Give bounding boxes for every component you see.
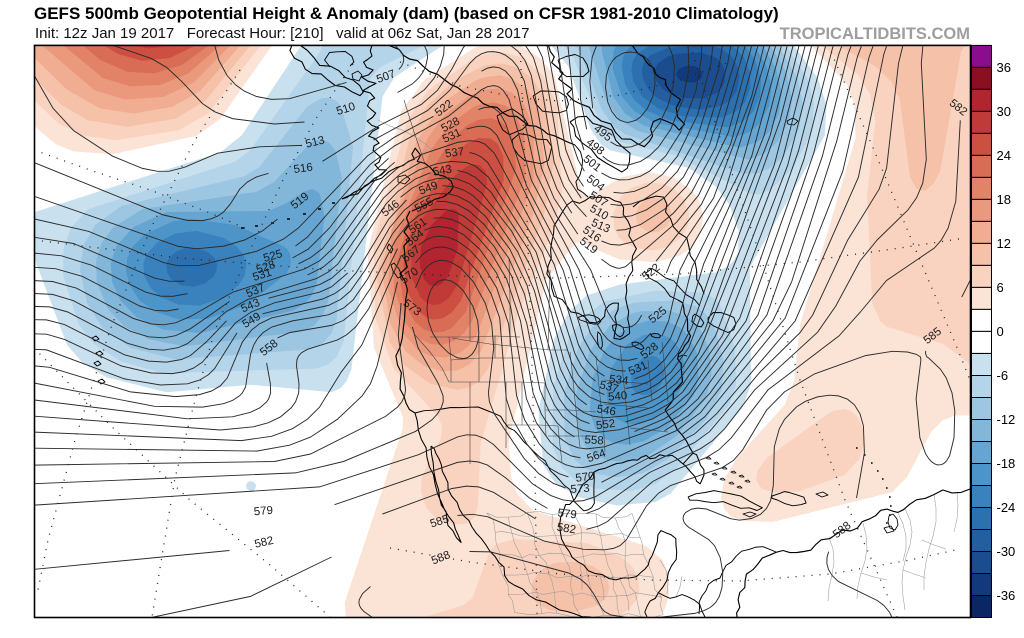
svg-text:585: 585 — [429, 513, 451, 530]
svg-text:-6: -6 — [997, 368, 1009, 383]
svg-text:573: 573 — [570, 483, 590, 496]
svg-text:-36: -36 — [997, 588, 1016, 603]
svg-text:582: 582 — [556, 522, 577, 537]
svg-text:516: 516 — [293, 162, 314, 177]
svg-text:6: 6 — [997, 280, 1004, 295]
svg-text:-18: -18 — [997, 456, 1016, 471]
svg-text:30: 30 — [997, 104, 1011, 119]
svg-text:525: 525 — [262, 248, 284, 265]
svg-text:579: 579 — [557, 507, 578, 521]
svg-text:543: 543 — [432, 164, 453, 179]
svg-text:558: 558 — [584, 434, 604, 447]
svg-text:-24: -24 — [997, 500, 1016, 515]
svg-text:534: 534 — [609, 374, 630, 388]
svg-text:24: 24 — [997, 148, 1011, 163]
svg-text:579: 579 — [253, 505, 273, 519]
svg-text:510: 510 — [335, 101, 357, 118]
svg-text:546: 546 — [596, 403, 617, 418]
svg-text:12: 12 — [997, 236, 1011, 251]
svg-text:513: 513 — [304, 134, 326, 150]
svg-text:528: 528 — [255, 259, 277, 277]
svg-text:-30: -30 — [997, 544, 1016, 559]
svg-text:531: 531 — [251, 267, 273, 284]
svg-text:537: 537 — [598, 379, 620, 396]
svg-text:552: 552 — [595, 418, 616, 432]
svg-text:570: 570 — [575, 470, 596, 485]
svg-text:540: 540 — [608, 390, 628, 404]
svg-text:0: 0 — [997, 324, 1004, 339]
svg-text:537: 537 — [444, 146, 465, 161]
svg-text:582: 582 — [253, 535, 274, 551]
svg-text:-12: -12 — [997, 412, 1016, 427]
svg-text:18: 18 — [997, 192, 1011, 207]
svg-text:36: 36 — [997, 60, 1011, 75]
